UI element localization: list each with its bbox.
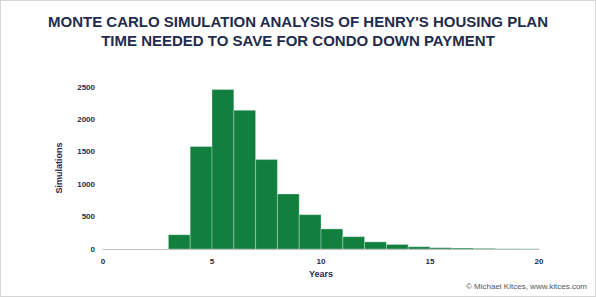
svg-text:20: 20 (535, 257, 544, 266)
svg-text:© Michael Kitces, www.kitces.c: © Michael Kitces, www.kitces.com (466, 282, 587, 291)
svg-text:1000: 1000 (77, 180, 95, 189)
svg-text:5: 5 (210, 257, 215, 266)
svg-text:15: 15 (426, 257, 435, 266)
svg-text:1500: 1500 (77, 147, 95, 156)
svg-text:10: 10 (317, 257, 326, 266)
svg-text:2000: 2000 (77, 115, 95, 124)
svg-text:TIME NEEDED TO SAVE FOR CONDO: TIME NEEDED TO SAVE FOR CONDO DOWN PAYME… (101, 32, 495, 49)
svg-text:Simulations: Simulations (54, 142, 64, 193)
svg-text:500: 500 (82, 212, 96, 221)
svg-text:MONTE CARLO SIMULATION ANALYSI: MONTE CARLO SIMULATION ANALYSIS OF HENRY… (48, 13, 548, 30)
svg-text:0: 0 (101, 257, 106, 266)
svg-text:2500: 2500 (77, 83, 95, 92)
svg-text:0: 0 (91, 245, 96, 254)
svg-text:Years: Years (309, 269, 333, 279)
